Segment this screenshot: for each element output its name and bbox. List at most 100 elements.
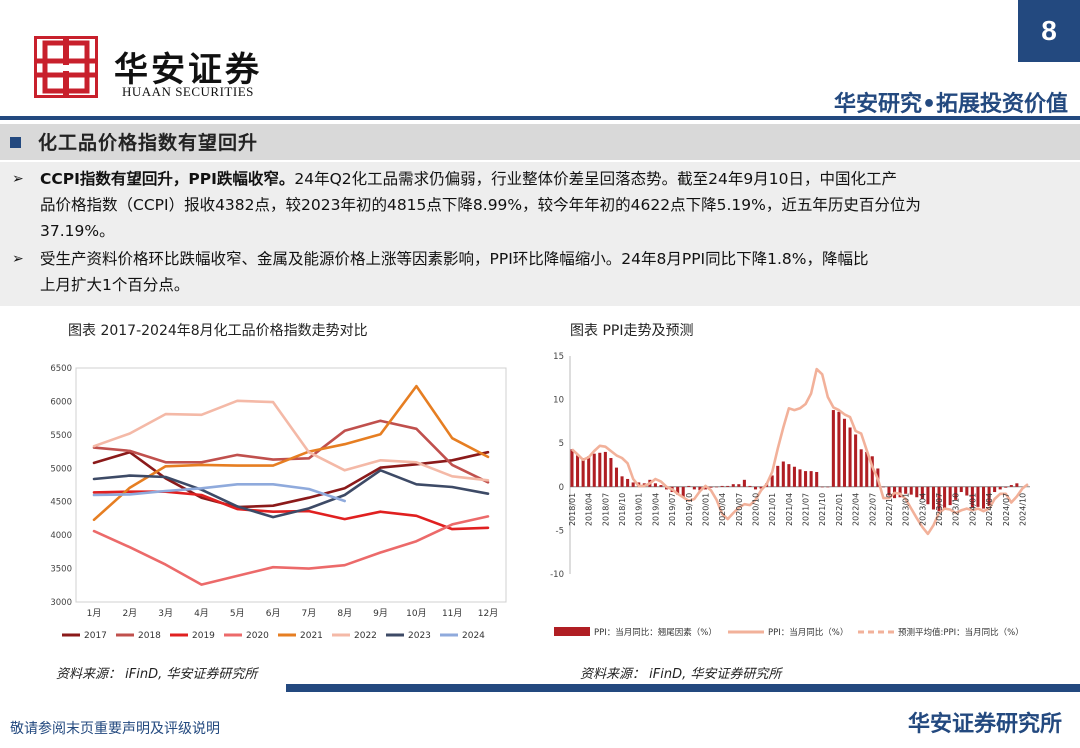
chart2-bar xyxy=(703,486,707,490)
chart2-bar xyxy=(748,485,752,487)
chart1-legend-label: 2023 xyxy=(408,631,431,641)
chart2-legend-bar-label: PPI：当月同比：翘尾因素（%） xyxy=(594,627,717,638)
section-square-icon xyxy=(10,137,21,148)
chart2-bar xyxy=(931,486,935,510)
chart2-bar xyxy=(587,456,591,487)
chart2-legend-bar-swatch xyxy=(554,627,590,636)
chart1-x-tick-label: 11月 xyxy=(442,608,462,619)
chart1-legend-label: 2020 xyxy=(246,631,269,641)
chart2-x-tick-label: 2023/04 xyxy=(918,493,927,526)
chart2-bar xyxy=(576,455,580,487)
chart1-series-line-2020 xyxy=(92,515,490,586)
chart2-x-tick-label: 2022/07 xyxy=(868,493,877,526)
chart2-bar xyxy=(676,486,680,495)
chart2-x-tick-label: 2023/07 xyxy=(935,493,944,526)
chart2-x-tick-label: 2021/01 xyxy=(768,493,777,526)
chart2-bar xyxy=(681,486,685,498)
section-title: 化工品价格指数有望回升 xyxy=(38,132,259,154)
chart2-bar xyxy=(909,486,913,495)
ccpi-line-chart: 3000 3500 4000 4500 5000 5500 6000 6500 1月 2月 3月 4月… xyxy=(50,364,507,641)
chart2-bar xyxy=(915,486,919,498)
chart1-source: 资料来源： iFinD, 华安证券研究所 xyxy=(56,667,258,682)
footer-disclaimer: 敬请参阅末页重要声明及评级说明 xyxy=(10,721,220,737)
chart1-y-tick-label: 3500 xyxy=(50,565,72,575)
chart2-bar xyxy=(976,486,980,507)
chart2-bar xyxy=(659,485,663,487)
chart2-ppi-line xyxy=(571,367,1029,536)
chart2-bar xyxy=(731,484,735,487)
chart1-x-tick-label: 10月 xyxy=(406,608,426,619)
chart2-bar xyxy=(1004,486,1008,488)
chart2-bar xyxy=(687,485,691,487)
chart2-x-tick-label: 2019/01 xyxy=(635,493,644,526)
chart2-bar xyxy=(1009,485,1013,487)
bullet-ccpi-line3: 37.19%。 xyxy=(40,222,115,240)
chart2-y-tick-label: 5 xyxy=(559,439,564,449)
chart2-y-tick-label: 0 xyxy=(559,483,564,493)
bullet-ppi-line2: 上月扩大1个百分点。 xyxy=(40,276,190,294)
chart1-x-tick-label: 8月 xyxy=(337,608,352,619)
chart2-bar xyxy=(815,471,819,487)
chart1-x-tick-label: 7月 xyxy=(302,608,317,619)
chart2-y-tick-label: -5 xyxy=(556,526,564,536)
bullet-ppi-line1: 受生产资料价格环比跌幅收窄、金属及能源价格上涨等因素影响，PPI环比降幅缩小。2… xyxy=(40,250,869,268)
chart2-x-tick-label: 2020/04 xyxy=(718,493,727,526)
chart2-bar xyxy=(854,434,858,487)
bullet-arrow-icon: ➢ xyxy=(12,251,24,267)
chart2-bar xyxy=(804,471,808,487)
bullet-ccpi-line2: 品价格指数（CCPI）报收4382点，较2023年初的4815点下降8.99%，… xyxy=(40,196,921,214)
chart2-bar xyxy=(904,486,908,494)
chart2-x-tick-label: 2019/07 xyxy=(668,493,677,526)
chart2-x-tick-label: 2022/04 xyxy=(852,493,861,526)
chart2-bar xyxy=(626,478,630,487)
chart1-plot-frame xyxy=(75,367,507,603)
chart2-legend-line-label: PPI：当月同比（%） xyxy=(768,627,848,638)
chart1-series-line-2021 xyxy=(92,384,490,522)
chart2-bar xyxy=(603,451,607,487)
chart2-bar xyxy=(965,486,969,496)
chart2-bar xyxy=(970,486,974,508)
chart2-bar xyxy=(609,458,613,487)
chart2-y-tick-label: -10 xyxy=(550,570,564,580)
chart1-legend-label: 2024 xyxy=(462,631,485,641)
chart2-x-tick-label: 2018/10 xyxy=(618,493,627,526)
chart2-x-tick-label: 2024/07 xyxy=(1002,493,1011,526)
chart1-legend-label: 2018 xyxy=(138,631,161,641)
chart2-x-tick-label: 2022/10 xyxy=(885,493,894,526)
chart2-bar xyxy=(698,486,702,491)
chart2-source: 资料来源： iFinD, 华安证券研究所 xyxy=(580,667,782,682)
chart2-bar xyxy=(842,418,847,487)
chart1-series-line-2017 xyxy=(92,450,490,509)
footer-divider xyxy=(286,684,1080,692)
chart2-bar xyxy=(592,453,596,487)
chart1-x-tick-label: 2月 xyxy=(122,608,137,619)
chart2-bar xyxy=(726,485,730,487)
chart2-bar xyxy=(598,452,602,487)
chart2-bar xyxy=(787,464,791,487)
chart2-bar xyxy=(614,467,619,487)
chart2-x-tick-label: 2023/01 xyxy=(902,493,911,526)
chart1-y-tick-label: 6000 xyxy=(50,397,72,407)
chart1-x-tick-label: 3月 xyxy=(158,608,173,619)
chart2-bar xyxy=(959,486,963,493)
chart2-bar xyxy=(948,486,952,506)
chart2-bar xyxy=(926,486,930,505)
chart2-bar xyxy=(1015,483,1019,487)
company-logo xyxy=(34,36,98,98)
chart2-title: 图表 PPI走势及预测 xyxy=(570,323,694,339)
chart2-bar xyxy=(831,410,835,487)
chart2-bar xyxy=(987,486,991,506)
chart2-bar xyxy=(837,411,841,487)
chart2-x-tick-label: 2018/07 xyxy=(601,493,610,526)
chart2-bar xyxy=(581,458,585,487)
chart2-x-tick-label: 2018/04 xyxy=(585,493,594,526)
chart2-x-tick-label: 2024/01 xyxy=(968,493,977,526)
chart1-series-line-2023 xyxy=(92,469,490,519)
chart1-x-tick-label: 5月 xyxy=(230,608,245,619)
chart1-legend-label: 2017 xyxy=(84,631,107,641)
chart1-y-tick-label: 5500 xyxy=(50,431,72,441)
chart2-bar xyxy=(887,486,891,496)
chart2-bar xyxy=(742,479,746,487)
section-title-bar xyxy=(0,124,1080,160)
chart1-y-tick-label: 5000 xyxy=(50,464,72,474)
